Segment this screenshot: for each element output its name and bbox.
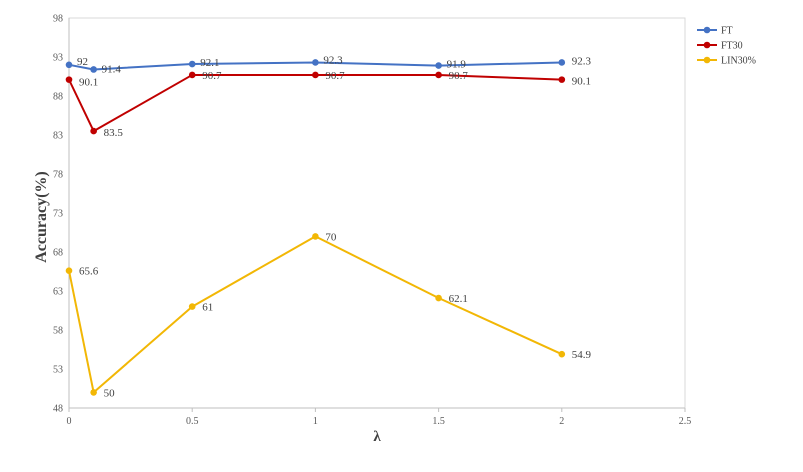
y-tick-label: 98 xyxy=(53,14,63,25)
data-point-ft30 xyxy=(90,127,97,135)
data-label-lin30: 70 xyxy=(325,231,337,243)
legend-item-ft30: FT30 xyxy=(697,41,743,52)
data-point-lin30 xyxy=(188,303,196,310)
data-point-ft30 xyxy=(188,71,196,79)
data-point-ft xyxy=(90,66,97,73)
data-label-ft: 92.3 xyxy=(323,54,343,66)
x-tick-label: 0.5 xyxy=(186,416,199,427)
data-label-lin30: 50 xyxy=(104,387,116,399)
y-tick-label: 73 xyxy=(53,209,63,220)
x-axis-title: λ xyxy=(373,429,381,445)
y-tick-label: 68 xyxy=(53,248,63,259)
axes: 48 53 58 63 68 73 78 83 88 93 98 0 0.5 1 1.5 2 2.5 xyxy=(53,14,691,428)
legend-swatch-marker xyxy=(703,41,711,49)
legend: FT FT30 LIN30% xyxy=(697,26,756,67)
y-tick-label: 58 xyxy=(53,326,63,337)
data-label-ft: 92.3 xyxy=(572,55,592,67)
data-label-ft: 92.1 xyxy=(200,57,219,69)
data-point-ft xyxy=(312,59,319,66)
y-tick-label: 63 xyxy=(53,287,63,298)
y-tick-label: 48 xyxy=(53,404,63,415)
x-tick-label: 2.5 xyxy=(679,416,692,427)
x-tick-label: 1.5 xyxy=(432,416,445,427)
series-layer xyxy=(65,59,566,396)
legend-label: LIN30% xyxy=(721,56,756,67)
y-tick-label: 93 xyxy=(53,53,63,64)
legend-label: FT xyxy=(721,26,733,37)
x-tick-label: 0 xyxy=(67,416,72,427)
legend-label: FT30 xyxy=(721,41,743,52)
legend-item-lin30: LIN30% xyxy=(697,56,756,67)
data-point-ft30 xyxy=(558,76,566,83)
data-point-ft xyxy=(558,59,566,66)
data-point-ft xyxy=(188,60,196,68)
data-label-ft: 92 xyxy=(77,56,88,68)
y-tick-label: 88 xyxy=(53,92,63,103)
data-point-ft xyxy=(435,62,442,69)
data-point-ft xyxy=(65,61,73,69)
legend-item-ft: FT xyxy=(697,26,733,37)
data-label-ft30: 83.5 xyxy=(104,127,124,139)
data-point-lin30 xyxy=(90,389,97,396)
x-tick-label: 1 xyxy=(313,416,318,427)
data-point-ft30 xyxy=(312,71,319,79)
data-point-lin30 xyxy=(435,294,442,302)
series-line-ft30 xyxy=(68,73,562,133)
data-point-lin30 xyxy=(312,233,319,240)
x-tick-label: 2 xyxy=(559,416,564,427)
series-line-ft xyxy=(68,61,562,71)
y-tick-label: 53 xyxy=(53,365,63,376)
data-label-ft: 91.9 xyxy=(447,59,467,71)
data-point-ft30 xyxy=(435,71,442,79)
data-label-lin30: 54.9 xyxy=(572,349,592,361)
y-axis-title: Accuracy(%) xyxy=(33,171,50,263)
y-tick-label: 83 xyxy=(53,131,63,142)
data-point-lin30 xyxy=(558,350,566,358)
data-point-ft30 xyxy=(65,76,73,83)
series-line-lin30 xyxy=(68,235,563,394)
legend-swatch-marker xyxy=(703,56,711,64)
data-label-lin30: 61 xyxy=(202,302,213,314)
data-label-ft: 91.4 xyxy=(102,63,122,75)
data-point-lin30 xyxy=(65,267,73,275)
data-label-lin30: 65.6 xyxy=(79,266,99,278)
data-label-ft30: 90.7 xyxy=(202,70,222,82)
data-label-ft30: 90.7 xyxy=(325,70,345,82)
data-label-ft30: 90.1 xyxy=(79,77,98,89)
data-label-ft30: 90.7 xyxy=(449,70,469,82)
data-label-ft30: 90.1 xyxy=(572,76,591,88)
data-label-lin30: 62.1 xyxy=(449,293,468,305)
y-tick-label: 78 xyxy=(53,170,63,181)
legend-swatch-marker xyxy=(703,26,711,34)
data-labels-layer: 92 91.4 92.1 92.3 91.9 92.3 90.1 83.5 90.7 90.7 90… xyxy=(77,54,592,399)
